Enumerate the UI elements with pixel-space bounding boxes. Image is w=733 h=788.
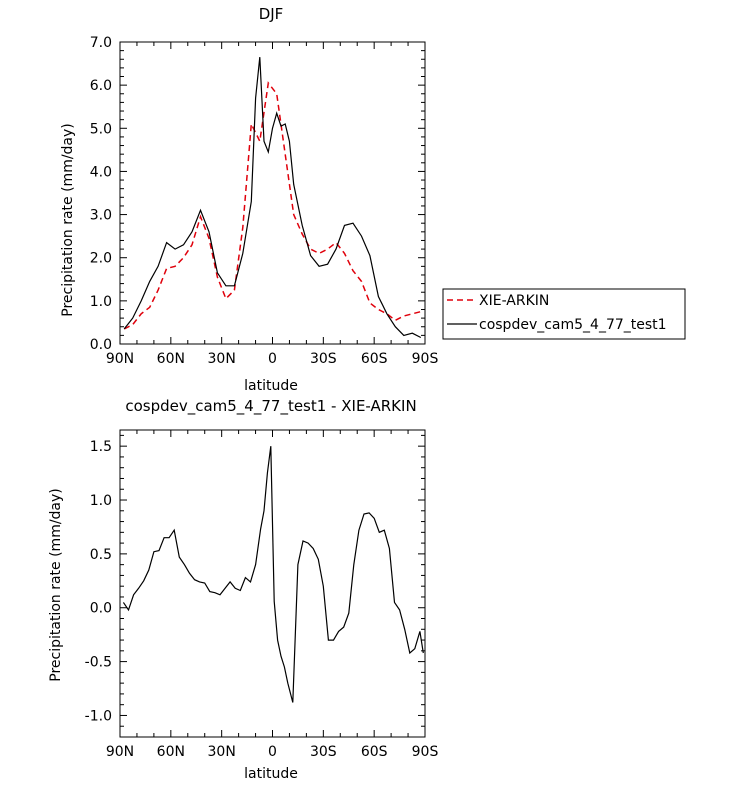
- bottom-x-tick-label: 60N: [157, 744, 185, 760]
- top-plot-area: 90N 60N 30N 0 30S 60S 90S 0.0 1.0 2.0 3.0 4.0 5.0 6.0…: [90, 35, 439, 367]
- top-y-tick-label: 5.0: [90, 121, 112, 137]
- top-y-tick-label: 6.0: [90, 78, 112, 94]
- top-y-tick-label: 1.0: [90, 294, 112, 310]
- bottom-y-tick-label: 1.0: [90, 493, 112, 509]
- bottom-x-tick-label: 90S: [412, 744, 439, 760]
- top-x-tick-label: 60N: [157, 351, 185, 367]
- bottom-x-axis-label: latitude: [244, 766, 298, 782]
- top-x-tick-label: 30S: [310, 351, 337, 367]
- top-x-axis-label: latitude: [244, 378, 298, 394]
- bottom-y-tick-label: -0.5: [85, 655, 112, 671]
- bottom-series-line-0: [122, 446, 424, 703]
- bottom-y-tick-label: 0.0: [90, 601, 112, 617]
- bottom-x-tick-label: 30N: [208, 744, 236, 760]
- bottom-plot-frame: [119, 429, 426, 738]
- legend: XIE-ARKIN cospdev_cam5_4_77_test1: [442, 288, 686, 340]
- top-series-line-0: [123, 81, 421, 330]
- bottom-y-tick-label: 0.5: [90, 547, 112, 563]
- bottom-y-tick-label: -1.0: [85, 708, 112, 724]
- top-y-tick-label: 4.0: [90, 164, 112, 180]
- top-x-tick-label: 60S: [361, 351, 388, 367]
- top-y-tick-label: 3.0: [90, 208, 112, 224]
- bottom-y-axis-label: Precipitation rate (mm/day): [48, 488, 64, 682]
- legend-label-cospdev: cospdev_cam5_4_77_test1: [479, 317, 667, 333]
- bottom-x-tick-label: 90N: [106, 744, 134, 760]
- top-y-tick-label: 2.0: [90, 251, 112, 267]
- top-x-tick-label: 90N: [106, 351, 134, 367]
- top-series-line-1: [123, 57, 422, 339]
- top-x-tick-label: 30N: [208, 351, 236, 367]
- bottom-x-tick-label: 30S: [310, 744, 337, 760]
- bottom-chart-title: cospdev_cam5_4_77_test1 - XIE-ARKIN: [125, 397, 416, 416]
- top-x-tick-label: 0: [268, 351, 277, 367]
- top-chart-title: DJF: [259, 5, 284, 23]
- top-y-axis-label: Precipitation rate (mm/day): [60, 123, 76, 317]
- bottom-x-tick-label: 0: [268, 744, 277, 760]
- top-x-tick-label: 90S: [412, 351, 439, 367]
- legend-label-xie-arkin: XIE-ARKIN: [479, 293, 549, 309]
- top-y-tick-label: 7.0: [90, 35, 112, 51]
- top-y-tick-label: 0.0: [90, 337, 112, 353]
- bottom-plot-area: 90N 60N 30N 0 30S 60S 90S -1.0 -0.5 0.0 0.5 1.0 1.5: [85, 429, 439, 760]
- bottom-y-tick-label: 1.5: [90, 439, 112, 455]
- legend-box: [442, 288, 686, 340]
- bottom-x-tick-label: 60S: [361, 744, 388, 760]
